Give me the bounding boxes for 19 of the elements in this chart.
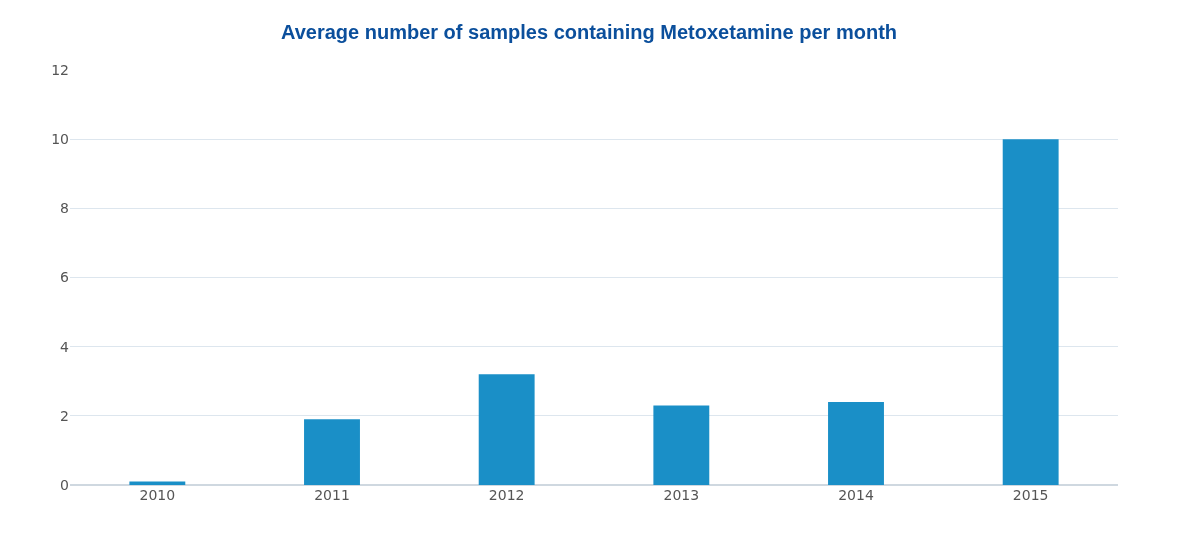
bar (304, 419, 360, 485)
y-tick-label: 0 (60, 476, 69, 493)
bar (653, 405, 710, 485)
y-tick-label: 12 (51, 61, 69, 78)
y-tick-label: 2 (60, 407, 69, 424)
bar (1002, 139, 1059, 485)
y-tick-label: 4 (60, 338, 70, 355)
x-tick-label: 2010 (139, 487, 176, 503)
bar (478, 374, 535, 485)
x-tick-label: 2011 (314, 487, 350, 503)
y-tick-label: 8 (60, 200, 69, 217)
x-tick-label: 2015 (1012, 487, 1049, 503)
x-tick-label: 2013 (663, 487, 700, 503)
y-tick-label: 10 (51, 131, 69, 148)
bar (828, 402, 884, 485)
chart-title: Average number of samples containing Metoxetamine per month (280, 20, 898, 43)
x-tick-label: 2012 (488, 487, 525, 503)
x-tick-label: 2014 (838, 487, 874, 503)
y-tick-label: 6 (60, 269, 70, 286)
